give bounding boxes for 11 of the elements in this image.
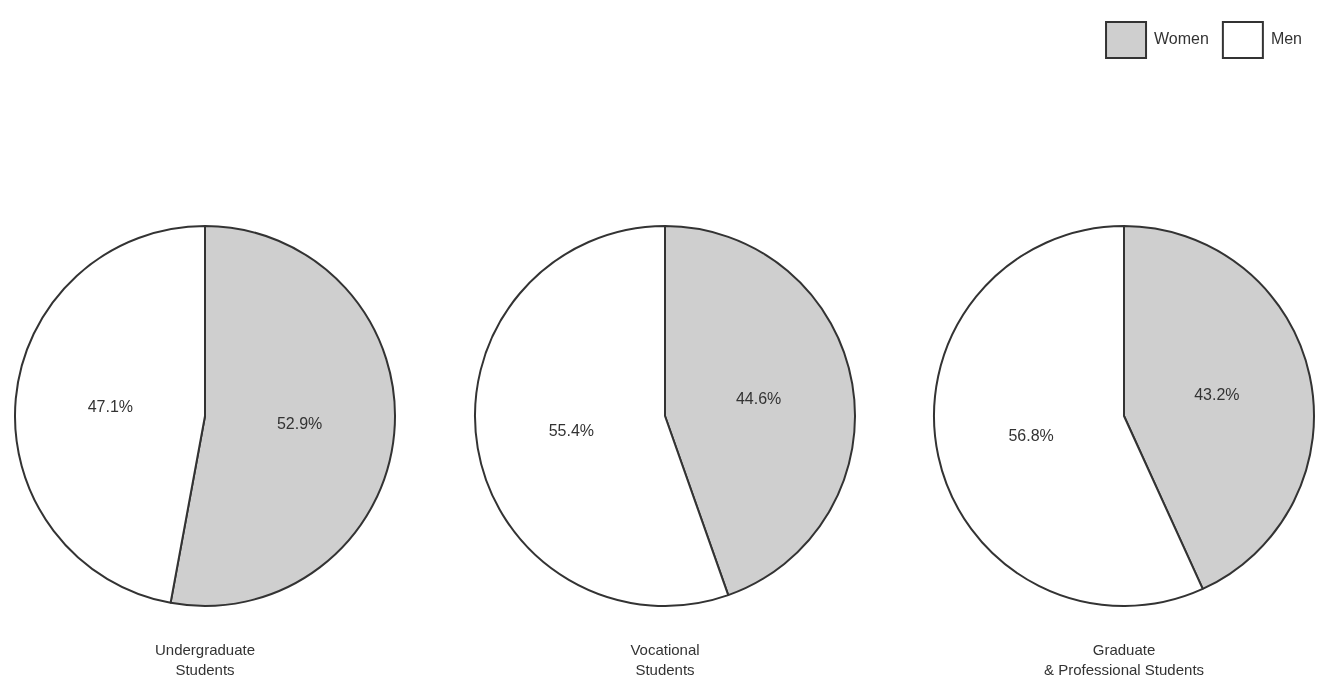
text: Undergraduate Students [153, 640, 257, 680]
data-label: 47.1% [87, 397, 134, 415]
legend-label: Men [1270, 30, 1302, 48]
data-label: 44.6% [735, 390, 782, 408]
data-label: 43.2% [1194, 386, 1240, 404]
data-label: 52.9% [276, 415, 323, 433]
text: Vocational Students [629, 640, 701, 680]
legend-label: Women [1154, 30, 1209, 48]
data-label: 56.8% [1008, 426, 1054, 444]
text: Graduate & Professional Students [1042, 640, 1206, 680]
data-label: 55.4% [548, 422, 595, 440]
